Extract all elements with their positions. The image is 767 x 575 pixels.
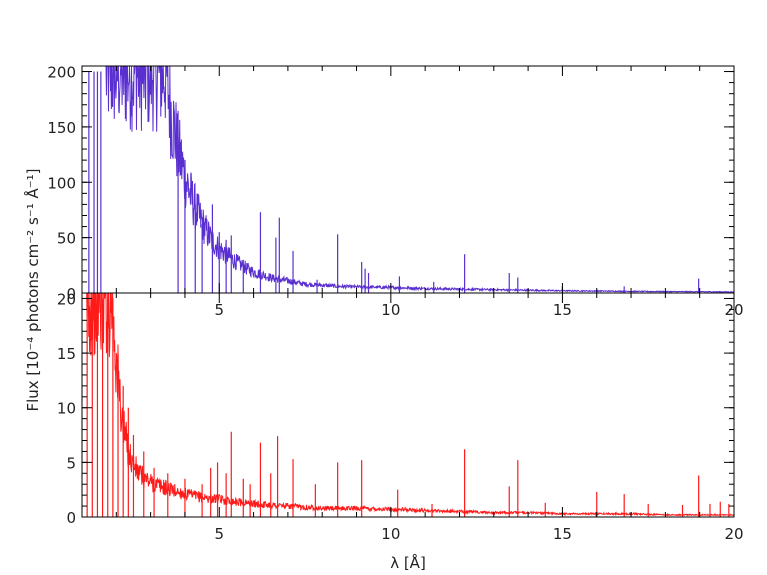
bottom-series-group bbox=[85, 293, 734, 517]
bottom-spectrum-line bbox=[85, 293, 734, 517]
bottom-ytick-label-4: 20 bbox=[57, 290, 76, 308]
bottom-ytick-label-1: 5 bbox=[66, 454, 76, 472]
top-ytick-label-3: 150 bbox=[47, 119, 76, 137]
top-xtick-label-1: 10 bbox=[381, 301, 400, 319]
top-ytick-label-4: 200 bbox=[47, 64, 76, 82]
top-xtick-label-0: 5 bbox=[214, 301, 224, 319]
bottom-xtick-label-0: 5 bbox=[214, 525, 224, 543]
top-ytick-label-1: 50 bbox=[57, 230, 76, 248]
top-ytick-label-2: 100 bbox=[47, 174, 76, 192]
bottom-ytick-label-3: 15 bbox=[57, 345, 76, 363]
top-xtick-label-2: 15 bbox=[553, 301, 572, 319]
panel-bottom-plot: 5 10 15 20 0 5 10 15 20 bbox=[57, 290, 744, 543]
top-spectrum-line bbox=[105, 66, 734, 293]
y-axis-title: Flux [10⁻⁴ photons cm⁻² s⁻¹ Å⁻¹] bbox=[23, 168, 42, 411]
bottom-xtick-label-1: 10 bbox=[381, 525, 400, 543]
top-ytick-label-0: 0 bbox=[66, 285, 76, 303]
bottom-axes-frame bbox=[81, 292, 735, 518]
bottom-ytick-label-0: 0 bbox=[66, 509, 76, 527]
x-axis-title: λ [Å] bbox=[390, 553, 426, 572]
bottom-xtick-label-3: 20 bbox=[724, 525, 743, 543]
top-series-group bbox=[88, 66, 734, 293]
bottom-xtick-label-2: 15 bbox=[553, 525, 572, 543]
bottom-ytick-label-2: 10 bbox=[57, 400, 76, 418]
panel-top-plot: 5 10 15 200 50 100 150 200 bbox=[47, 64, 743, 319]
top-axes-frame bbox=[81, 65, 735, 294]
